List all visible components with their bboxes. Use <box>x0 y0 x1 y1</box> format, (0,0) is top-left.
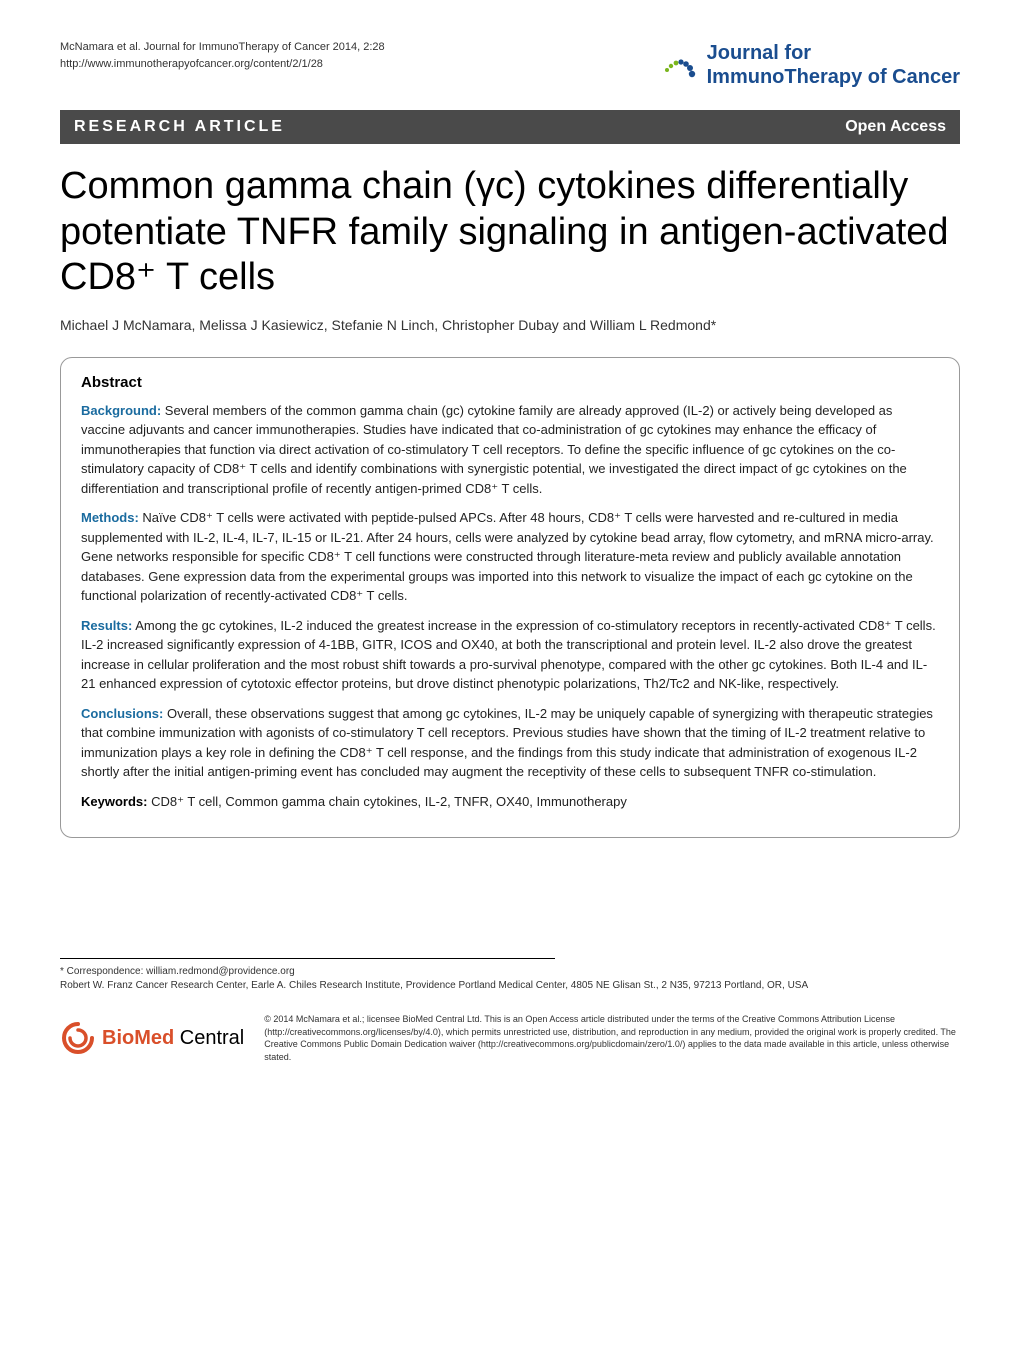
methods-text: Naïve CD8⁺ T cells were activated with p… <box>81 510 934 603</box>
biomed-text: BioMed Central <box>102 1027 244 1050</box>
journal-dots-icon <box>647 40 697 90</box>
article-title: Common gamma chain (γc) cytokines differ… <box>60 164 960 301</box>
conclusions-label: Conclusions: <box>81 706 163 721</box>
biomed-swirl-icon <box>60 1020 96 1056</box>
biomed-logo: BioMed Central <box>60 1020 244 1056</box>
biomed-bio-text: BioMed <box>102 1027 174 1049</box>
abstract-keywords: Keywords: CD8⁺ T cell, Common gamma chai… <box>81 792 939 812</box>
journal-name: Journal for ImmunoTherapy of Cancer <box>707 41 960 89</box>
abstract-background: Background: Several members of the commo… <box>81 401 939 499</box>
citation-url: http://www.immunotherapyofcancer.org/con… <box>60 57 647 72</box>
open-access-label: Open Access <box>845 118 946 136</box>
correspondence-email: * Correspondence: william.redmond@provid… <box>60 965 960 979</box>
journal-name-line1: Journal for <box>707 41 960 65</box>
methods-label: Methods: <box>81 510 139 525</box>
journal-logo: Journal for ImmunoTherapy of Cancer <box>647 40 960 90</box>
copyright-text: © 2014 McNamara et al.; licensee BioMed … <box>264 1013 960 1063</box>
citation-text: McNamara et al. Journal for ImmunoTherap… <box>60 40 647 55</box>
keywords-text: CD8⁺ T cell, Common gamma chain cytokine… <box>147 794 626 809</box>
abstract-box: Abstract Background: Several members of … <box>60 357 960 839</box>
section-bar: RESEARCH ARTICLE Open Access <box>60 110 960 144</box>
correspondence-affiliation: Robert W. Franz Cancer Research Center, … <box>60 979 960 993</box>
correspondence-block: * Correspondence: william.redmond@provid… <box>60 965 960 993</box>
authors-list: Michael J McNamara, Melissa J Kasiewicz,… <box>60 317 960 333</box>
footer-row: BioMed Central © 2014 McNamara et al.; l… <box>60 1013 960 1063</box>
abstract-heading: Abstract <box>81 374 939 391</box>
header-citation-block: McNamara et al. Journal for ImmunoTherap… <box>60 40 647 75</box>
abstract-conclusions: Conclusions: Overall, these observations… <box>81 704 939 782</box>
abstract-methods: Methods: Naïve CD8⁺ T cells were activat… <box>81 508 939 606</box>
footer-divider <box>60 958 555 959</box>
background-label: Background: <box>81 403 161 418</box>
results-text: Among the gc cytokines, IL-2 induced the… <box>81 618 936 692</box>
biomed-central-text: Central <box>174 1027 244 1049</box>
abstract-results: Results: Among the gc cytokines, IL-2 in… <box>81 616 939 694</box>
results-label: Results: <box>81 618 132 633</box>
background-text: Several members of the common gamma chai… <box>81 403 907 496</box>
article-type-label: RESEARCH ARTICLE <box>74 118 285 136</box>
header-row: McNamara et al. Journal for ImmunoTherap… <box>60 40 960 90</box>
conclusions-text: Overall, these observations suggest that… <box>81 706 933 780</box>
keywords-label: Keywords: <box>81 794 147 809</box>
journal-name-line2: ImmunoTherapy of Cancer <box>707 65 960 89</box>
